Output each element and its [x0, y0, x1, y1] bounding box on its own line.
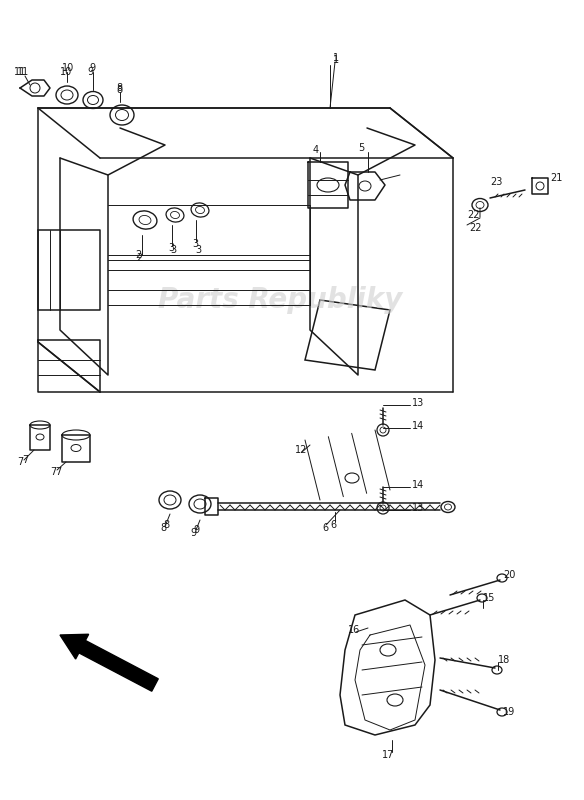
Text: 5: 5	[358, 143, 364, 153]
Text: 7: 7	[55, 467, 61, 477]
Text: 8: 8	[163, 520, 169, 530]
Text: 10: 10	[62, 63, 74, 73]
Text: 10: 10	[60, 67, 72, 77]
Text: 17: 17	[382, 750, 394, 760]
Text: 8: 8	[116, 85, 122, 95]
Text: 19: 19	[503, 707, 515, 717]
Text: 12: 12	[295, 445, 307, 455]
Text: 21: 21	[550, 173, 562, 183]
Text: 3: 3	[170, 245, 176, 255]
Text: 8: 8	[116, 83, 122, 93]
Text: 9: 9	[193, 525, 199, 535]
Text: 22: 22	[469, 223, 481, 233]
Text: Parts Republiky: Parts Republiky	[158, 286, 402, 314]
Text: 9: 9	[87, 67, 93, 77]
Text: 1: 1	[333, 55, 339, 65]
Text: 9: 9	[89, 63, 95, 73]
Text: 16: 16	[348, 625, 360, 635]
FancyArrow shape	[60, 634, 158, 691]
Text: 6: 6	[330, 520, 336, 530]
Text: 13: 13	[412, 503, 424, 513]
Text: 18: 18	[498, 655, 510, 665]
Text: 8: 8	[160, 523, 166, 533]
Text: 3: 3	[192, 239, 198, 249]
Text: 3: 3	[168, 243, 174, 253]
Text: 23: 23	[490, 177, 502, 187]
Text: 11: 11	[17, 67, 29, 77]
Text: 14: 14	[412, 421, 424, 431]
Text: 3: 3	[195, 245, 201, 255]
Text: 7: 7	[50, 467, 56, 477]
Text: 14: 14	[412, 480, 424, 490]
Text: 15: 15	[483, 593, 495, 603]
Text: 1: 1	[333, 53, 339, 63]
Text: 9: 9	[190, 528, 196, 538]
Text: 6: 6	[322, 523, 328, 533]
Text: 2: 2	[135, 250, 141, 260]
Text: 2: 2	[136, 253, 142, 263]
Text: 7: 7	[22, 455, 28, 465]
Text: 4: 4	[313, 145, 319, 155]
Text: 20: 20	[503, 570, 515, 580]
Text: 7: 7	[17, 457, 23, 467]
Text: 22: 22	[467, 210, 479, 220]
Text: 13: 13	[412, 398, 424, 408]
Text: 11: 11	[14, 67, 26, 77]
